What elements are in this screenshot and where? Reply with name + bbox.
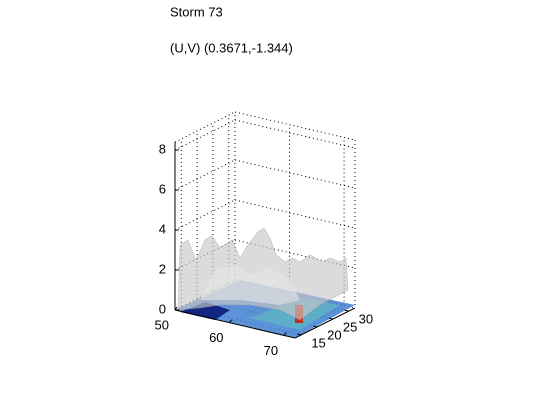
grid-line [234,159,356,189]
isosurface-front [200,265,300,305]
grid-line [174,119,236,151]
x-tick [229,319,232,324]
y-tick-label: 30 [359,312,373,327]
y-axis [294,307,356,339]
x-tick [283,332,287,336]
y-tick [297,333,302,336]
z-tick-label: 6 [159,181,166,196]
surface [175,227,355,338]
z-tick-label: 2 [159,261,166,276]
x-axis [174,309,296,339]
z-tick-label: 4 [159,221,166,236]
grid-line [234,199,356,229]
grid-line [234,119,356,149]
box-edge [234,111,356,141]
y-tick-label: 25 [343,319,357,334]
grid-line [174,199,236,231]
x-tick-label: 70 [264,343,278,358]
z-tick-label: 0 [159,301,166,316]
chart-subtitle: (U,V) (0.3671,-1.344) [170,40,293,55]
y-tick [328,317,334,320]
x-tick-label: 50 [155,317,169,332]
y-tick [312,325,318,328]
floor-field-dark [180,302,230,320]
y-tick [344,309,349,312]
y-tick-label: 15 [311,335,325,350]
grid-line [174,159,236,191]
z-tick-label: 8 [159,141,166,156]
box-edge [174,111,236,143]
y-tick-label: 20 [327,327,341,342]
chart-title: Storm 73 [170,4,223,19]
x-tick [174,306,178,311]
x-tick-label: 60 [209,330,223,345]
